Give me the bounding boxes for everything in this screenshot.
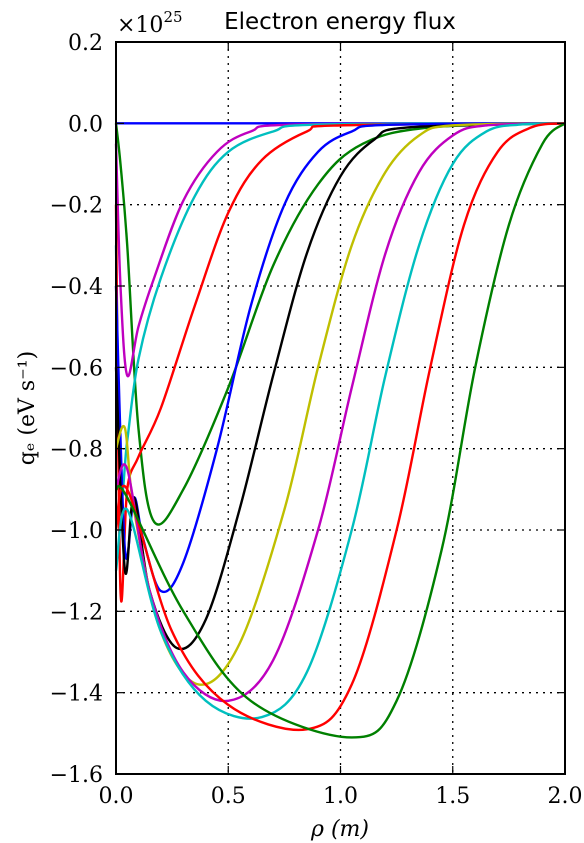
x-tick-label: 0.5 bbox=[211, 784, 246, 809]
y-tick-label: −1.6 bbox=[50, 763, 103, 788]
series-line-12 bbox=[114, 122, 566, 739]
y-multiplier-base: ×10 bbox=[117, 13, 163, 38]
series-line-11 bbox=[114, 122, 566, 732]
y-tick-label: 0.0 bbox=[68, 112, 103, 137]
x-axis-label: ρ (m) bbox=[310, 817, 369, 842]
y-tick-label: −1.0 bbox=[50, 519, 103, 544]
x-tick-label: 1.0 bbox=[323, 784, 358, 809]
series-lines bbox=[114, 122, 566, 739]
y-tick-label: 0.2 bbox=[68, 31, 103, 56]
series-line-8 bbox=[114, 122, 566, 686]
series-line-9 bbox=[114, 122, 566, 703]
y-tick-label: −1.4 bbox=[50, 682, 103, 707]
y-multiplier-exponent: 25 bbox=[163, 8, 182, 26]
series-line-10 bbox=[114, 122, 566, 720]
plot-frame bbox=[115, 41, 566, 775]
y-tick-label: −0.2 bbox=[50, 194, 103, 219]
y-axis-label: qₑ (eV s⁻¹) bbox=[15, 351, 40, 465]
y-tick-label: −0.6 bbox=[50, 356, 103, 381]
x-tick-label: 2.0 bbox=[548, 784, 583, 809]
y-multiplier: ×1025 bbox=[117, 8, 183, 38]
y-tick-label: −1.2 bbox=[50, 600, 103, 625]
y-tick-label: −0.4 bbox=[50, 275, 103, 300]
chart-title: Electron energy flux bbox=[224, 9, 456, 35]
series-line-5 bbox=[114, 122, 566, 603]
x-tick-label: 1.5 bbox=[435, 784, 470, 809]
y-tick-label: −0.8 bbox=[50, 438, 103, 463]
series-line-7 bbox=[114, 122, 566, 651]
tick-labels: 0.0 0.5 1.0 1.5 2.0 −1.6 −1.4 −1.2 −1.0 −0.8 −0.6 −… bbox=[50, 31, 583, 809]
x-tick-label: 0.0 bbox=[99, 784, 134, 809]
